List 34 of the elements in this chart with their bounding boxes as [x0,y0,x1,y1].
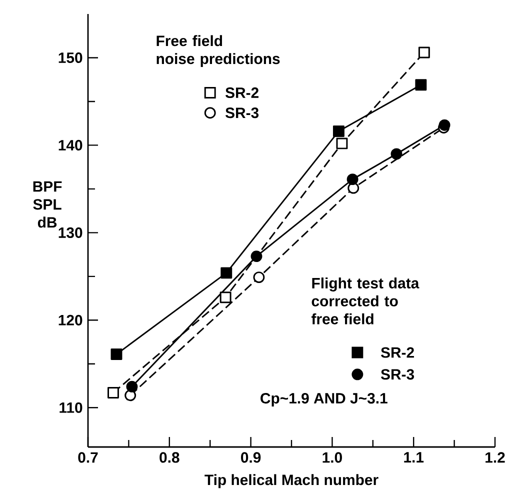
y-tick-label: 140 [58,140,82,150]
x-axis-title: Tip helical Mach number [204,474,378,488]
x-tick-label: 1.2 [486,452,505,463]
y-tick-label: 120 [58,314,82,326]
point [110,348,122,360]
legend-label: SR-2 [225,87,258,98]
legend-label: SR-2 [380,347,414,358]
point [438,119,450,131]
x-tick-label: 1.1 [404,452,424,462]
annotation: Flight test data corrected to free field [311,277,420,324]
x-tick-label: 0.8 [160,452,180,463]
y-tick-label: 130 [58,227,82,238]
point [346,174,358,186]
y-tick-label: 150 [58,52,82,64]
point [415,79,427,91]
point [220,292,232,304]
point [418,46,430,58]
annotation: Free field noise predictions [156,35,280,68]
x-tick-label: 0.7 [78,452,98,463]
legend-label: SR-3 [225,108,259,118]
point [220,267,232,279]
point [108,387,119,398]
point [332,125,344,137]
point [336,138,348,150]
point [253,272,265,284]
x-tick-label: 0.9 [241,452,261,463]
point [126,380,138,392]
x-tick-label: 1.0 [322,452,342,463]
point [250,250,262,262]
point [390,148,402,160]
annotation: Cp~1.9 AND J~3.1 [260,392,388,407]
y-tick-label: 110 [60,402,82,413]
legend-label: SR-3 [380,369,414,380]
y-axis-title: BPF SPL dB [33,181,62,228]
